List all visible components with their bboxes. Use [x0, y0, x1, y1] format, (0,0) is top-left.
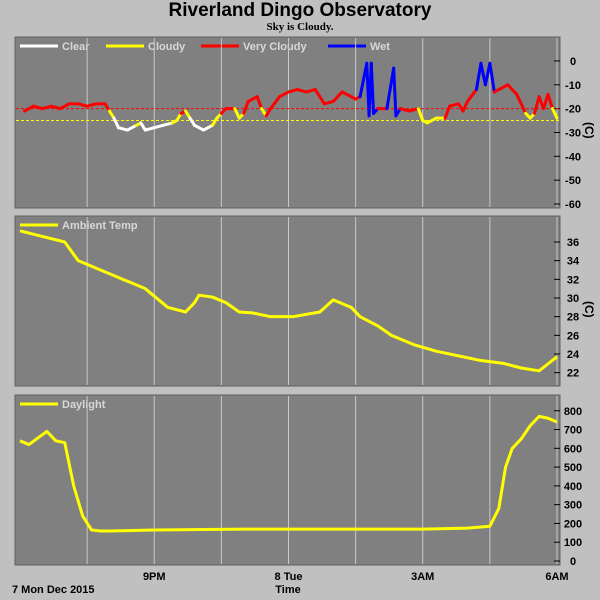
y-tick-label: 0: [570, 56, 576, 68]
y-tick-label: -30: [565, 127, 581, 139]
sky-temp-segment: [193, 123, 205, 132]
sky-temp-segment: [425, 116, 438, 125]
daylight-panel: [14, 394, 561, 566]
sky-temp-segment: [152, 123, 165, 130]
chart-subtitle: Sky is Cloudy.: [266, 21, 334, 33]
sky-temp-segment: [255, 95, 264, 111]
x-axis-start-label: 7 Mon Dec 2015: [12, 584, 95, 596]
chart-marks: 0 -10 -20 -30 -40 -50 -60 22 24 26 28 30 32 34 36 0 100 2…: [16, 38, 582, 583]
x-tick-label: 3AM: [411, 571, 434, 583]
sky-temp-segment: [369, 61, 376, 115]
sky-temp-segment: [278, 90, 290, 99]
y-tick-label: -50: [565, 175, 581, 187]
y-tick-label: 100: [564, 537, 582, 549]
temp-unit-label: (C): [582, 301, 596, 318]
sky-temp-segment: [331, 90, 344, 103]
x-axis-title: Time: [275, 584, 300, 596]
sky-temp-segment: [112, 116, 120, 130]
y-tick-label: 700: [564, 425, 582, 437]
y-tick-label: 0: [570, 556, 576, 568]
sky-temp-segment: [488, 61, 496, 94]
x-tick-label: 6AM: [545, 571, 568, 583]
y-tick-label: 500: [564, 462, 582, 474]
sky-temp-segment: [125, 123, 138, 132]
sky-temp-segment: [49, 104, 62, 111]
sky-temp-segment: [287, 88, 299, 94]
sky-temp-segment: [416, 107, 425, 123]
x-tick-label: 9PM: [143, 571, 166, 583]
sky-temp-segment: [392, 66, 398, 118]
y-tick-label: -20: [565, 104, 581, 116]
sky-temp-segment: [201, 123, 214, 132]
sky-temp-segment: [246, 95, 259, 103]
sky-temp-segment: [533, 95, 541, 115]
legend-label-daylight: Daylight: [62, 399, 106, 411]
y-tick-label: -10: [565, 80, 581, 92]
sky-temp-segment: [58, 102, 71, 111]
sky-temp-segment: [497, 83, 510, 92]
sky-temp-segment: [340, 90, 353, 99]
sky-temp-segment: [233, 107, 241, 120]
sky-temp-segment: [474, 61, 483, 92]
sky-temp-segment: [116, 126, 129, 132]
sky-temp-segment: [76, 102, 89, 108]
sky-temp-segment: [398, 107, 411, 113]
sky-temp-segment: [31, 104, 44, 111]
sky-temp-segment: [506, 83, 519, 96]
legend-label-wet: Wet: [370, 41, 390, 53]
y-tick-label: 26: [567, 330, 579, 342]
sky-temp-segment: [242, 99, 250, 115]
y-tick-label: 600: [564, 443, 582, 455]
y-tick-label: 28: [567, 312, 579, 324]
sky-temp-segment: [40, 104, 53, 111]
sky-panel: [14, 36, 561, 209]
chart-title: Riverland Dingo Observatory: [168, 0, 432, 21]
sky-temp-segment: [304, 88, 317, 94]
sky-temp-segment: [313, 88, 326, 106]
sky-temp-segment: [461, 99, 469, 113]
sky-temp-segment: [322, 99, 335, 106]
y-tick-label: -40: [565, 151, 581, 163]
y-tick-label: -60: [565, 199, 581, 211]
sky-temp-segment: [143, 126, 156, 132]
sky-temp-segment: [161, 121, 174, 127]
sky-temp-segment: [466, 88, 478, 103]
sky-temp-segment: [546, 92, 555, 111]
legend-label-very-cloudy: Very Cloudy: [243, 41, 307, 53]
y-tick-label: 24: [567, 349, 580, 361]
y-tick-label: 30: [567, 293, 579, 305]
ambient-temp-line: [19, 229, 558, 373]
legend-label-ambient-temp: Ambient Temp: [62, 220, 138, 232]
sky-temp-segment: [85, 102, 98, 108]
y-tick-label: 22: [567, 368, 579, 380]
y-tick-label: 36: [567, 237, 579, 249]
y-tick-label: 32: [567, 274, 579, 286]
sky-temp-segment: [448, 102, 461, 108]
y-tick-label: 400: [564, 481, 582, 493]
sky-temp-segment: [551, 107, 559, 120]
legend-label-clear: Clear: [62, 41, 90, 53]
sky-temp-segment: [407, 107, 420, 113]
sky-temp-segment: [269, 95, 282, 111]
y-tick-label: 300: [564, 500, 582, 512]
sky-temp-segment: [22, 104, 35, 113]
daylight-line: [19, 414, 558, 533]
sky-temp-segment: [515, 92, 528, 115]
y-tick-label: 200: [564, 518, 582, 530]
sky-temp-segment: [295, 88, 308, 94]
sky-unit-label: (C): [582, 122, 596, 139]
sky-temp-segment: [443, 104, 452, 120]
x-tick-label: 8 Tue: [275, 571, 303, 583]
legend-label-cloudy: Cloudy: [148, 41, 186, 53]
y-tick-label: 34: [567, 256, 580, 268]
y-tick-label: 800: [564, 406, 582, 418]
